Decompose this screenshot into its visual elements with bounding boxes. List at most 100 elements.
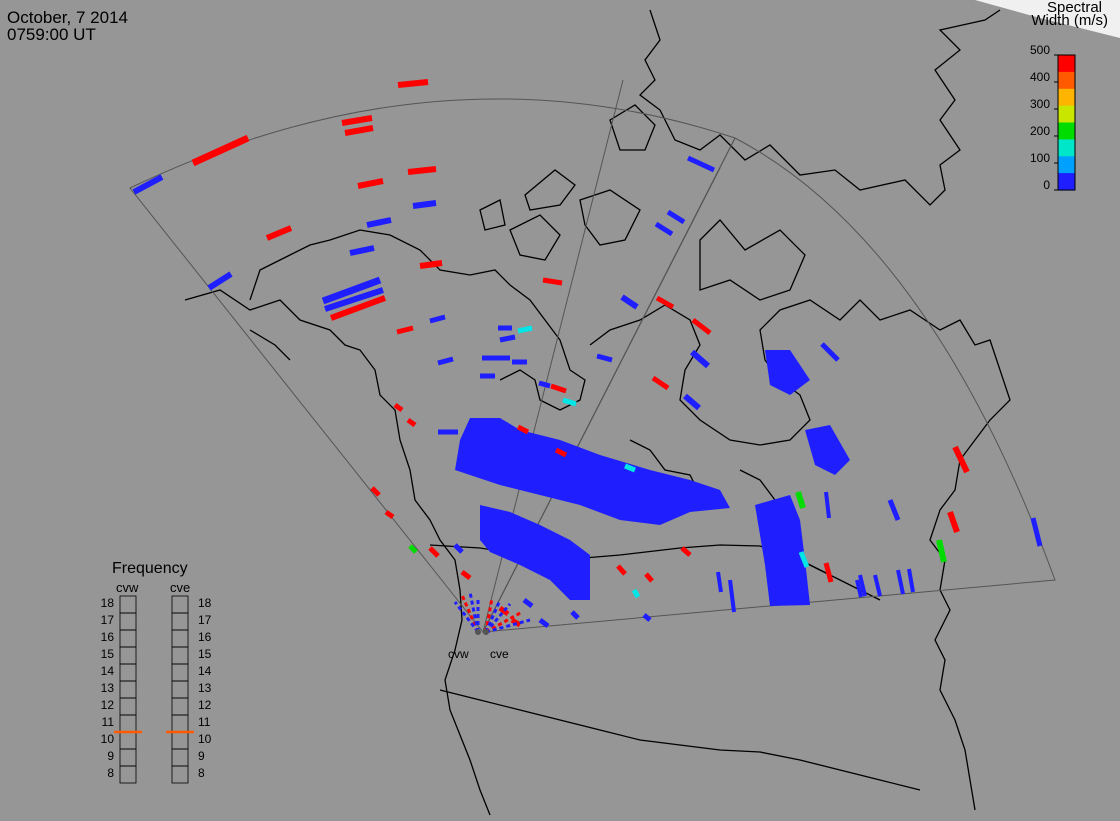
echo-cell — [907, 568, 915, 593]
frequency-cell — [119, 731, 137, 750]
echo-cell — [329, 295, 387, 321]
frequency-level-left: 16 — [100, 630, 114, 644]
radar-site-label-cvw: cvw — [448, 647, 469, 661]
echo-cell — [419, 260, 443, 269]
echo-cell — [341, 115, 373, 126]
frequency-level-right: 11 — [198, 715, 211, 729]
echo-cell — [460, 570, 472, 580]
frequency-cell — [171, 714, 189, 733]
colorbar-tick: 400 — [1029, 70, 1050, 84]
colorbar-segment — [1058, 156, 1075, 174]
colorbar-tick: 200 — [1029, 124, 1050, 138]
frequency-level-left: 11 — [101, 715, 114, 729]
colorbar-segment — [1058, 122, 1075, 140]
time-label: 0759:00 UT — [7, 25, 96, 44]
echo-cell — [265, 225, 293, 241]
echo-ray — [453, 601, 480, 633]
echo-cell — [407, 166, 437, 175]
radar-site-label-cve: cve — [490, 647, 509, 661]
echo-cell — [596, 353, 613, 363]
echo-ray — [484, 603, 512, 633]
echo-cell — [384, 509, 395, 520]
scatter-blobs — [455, 350, 850, 606]
echo-cell — [406, 417, 417, 428]
frequency-radar-label-cvw: cvw — [116, 580, 139, 595]
echo-cell — [616, 564, 627, 576]
colorbar-tick: 500 — [1029, 43, 1050, 57]
frequency-level-left: 10 — [100, 732, 114, 746]
frequency-title: Frequency — [112, 560, 188, 577]
colorbar-segment — [1058, 88, 1075, 107]
colorbar-segment — [1058, 55, 1075, 73]
frequency-cell — [171, 697, 189, 716]
frequency-cell — [119, 646, 137, 665]
echo-cell — [412, 200, 437, 209]
frequency-level-right: 9 — [198, 749, 205, 763]
colorbar-tick: 300 — [1029, 97, 1050, 111]
colorbar-segment — [1058, 71, 1075, 90]
echo-cell — [132, 174, 164, 195]
echo-cell — [644, 572, 654, 583]
echo-cell — [321, 276, 382, 305]
frequency-cell — [171, 595, 189, 614]
echo-cell — [393, 402, 404, 413]
frequency-cell — [171, 612, 189, 631]
frequency-level-right: 17 — [198, 613, 212, 627]
echo-cell — [570, 610, 580, 620]
date-label: October, 7 2014 — [7, 8, 128, 27]
colorbar-title-line2: Width (m/s) — [1031, 12, 1108, 29]
echo-cell — [324, 287, 384, 312]
echo-cell — [680, 546, 692, 557]
colorbar-tick: 100 — [1029, 151, 1050, 165]
frequency-cell — [171, 680, 189, 699]
echo-cell — [1030, 517, 1043, 547]
echo-cell — [396, 325, 414, 335]
radar-site-cve — [483, 629, 489, 635]
echo-cell — [858, 574, 867, 597]
echo-cell — [631, 588, 641, 599]
echo-cell — [538, 618, 550, 628]
frequency-cell — [119, 680, 137, 699]
frequency-cell — [171, 765, 189, 784]
frequency-level-left: 8 — [107, 766, 114, 780]
echo-cell — [357, 178, 384, 189]
frequency-level-right: 13 — [198, 681, 212, 695]
corner-artifact — [975, 0, 1120, 38]
echo-cell — [654, 221, 674, 237]
echo-ray — [485, 618, 531, 634]
colorbar-tick: 0 — [1043, 178, 1050, 192]
colorbar-title-line1: Spectral — [1046, 0, 1102, 16]
echo-cell — [542, 277, 563, 286]
frequency-level-left: 9 — [107, 749, 114, 763]
frequency-cell — [119, 765, 137, 784]
echo-ray — [484, 599, 502, 633]
echo-cell — [798, 551, 810, 568]
echo-cell — [517, 325, 533, 334]
echo-cell — [207, 271, 233, 291]
frequency-level-right: 10 — [198, 732, 212, 746]
frequency-radar-label-cve: cve — [170, 580, 191, 595]
frequency-level-right: 8 — [198, 766, 205, 780]
echo-cell — [538, 380, 551, 389]
echo-cell — [642, 613, 652, 622]
frequency-cell — [171, 748, 189, 767]
echo-cell — [936, 539, 947, 563]
echo-cell — [947, 511, 960, 533]
echo-cell — [397, 79, 429, 88]
frequency-level-right: 16 — [198, 630, 212, 644]
frequency-cell — [119, 612, 137, 631]
frequency-level-left: 14 — [100, 664, 114, 678]
frequency-level-right: 12 — [198, 698, 212, 712]
colorbar-segment — [1058, 139, 1075, 157]
echo-cell — [952, 445, 970, 474]
echo-cell — [683, 393, 701, 411]
colorbar-segment — [1058, 173, 1075, 191]
frequency-level-left: 12 — [100, 698, 114, 712]
echo-cell — [655, 295, 675, 310]
echo-cell — [370, 486, 381, 497]
colorbar — [1054, 54, 1076, 191]
echo-cell — [795, 491, 806, 509]
echo-cell — [522, 598, 534, 608]
